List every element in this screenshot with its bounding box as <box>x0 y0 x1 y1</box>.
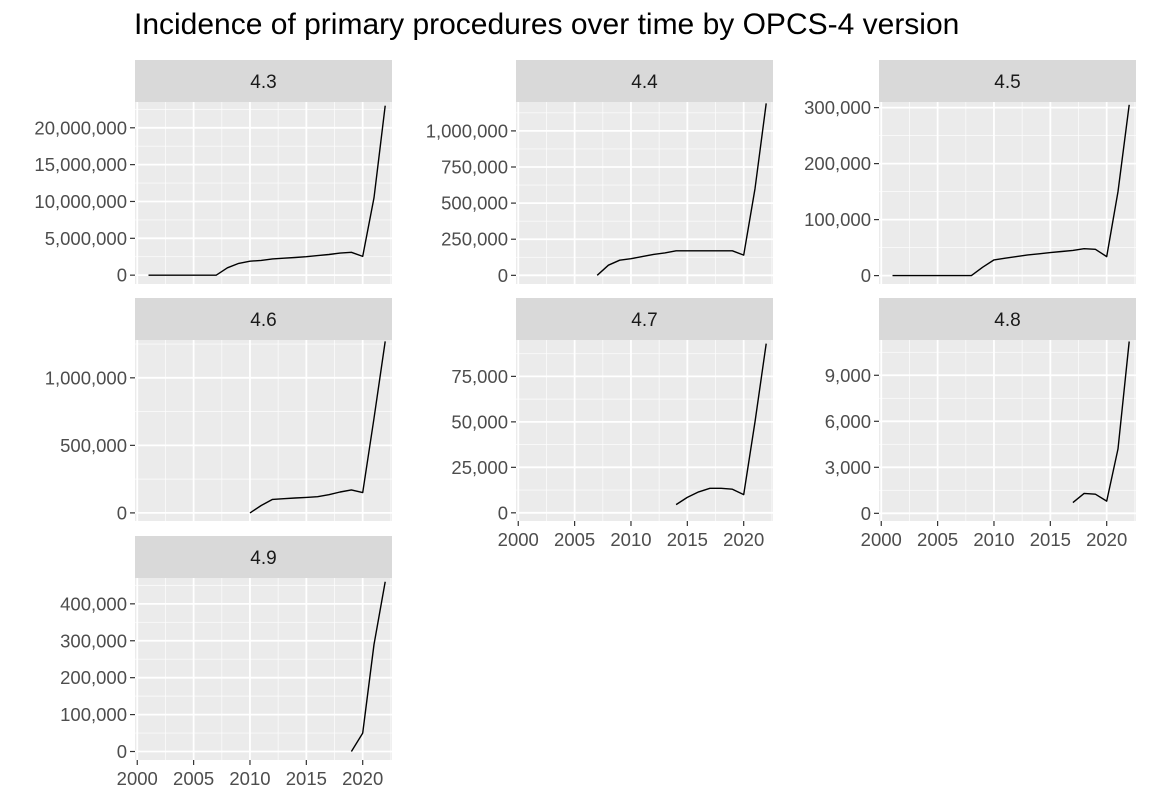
x-tick-label: 2000 <box>117 768 158 789</box>
series-line-4.5 <box>892 104 1130 277</box>
x-tick-label: 2010 <box>973 529 1014 550</box>
y-tick-label: 100,000 <box>60 704 127 725</box>
y-tick-label: 400,000 <box>60 593 127 614</box>
y-tick-label: 10,000,000 <box>34 191 127 212</box>
y-tick-label: 0 <box>861 265 871 286</box>
facet-strip <box>879 60 1136 102</box>
facet-panel-4.7: 4.7 0 25,000 50,000 75,000 2000 2005 2010 2015 20… <box>451 298 773 550</box>
facet-panel-4.6: 4.6 0 500,000 1,000,000 <box>45 298 392 523</box>
facet-strip <box>516 298 773 340</box>
x-tick-label: 2015 <box>1030 529 1071 550</box>
y-tick-label: 250,000 <box>441 229 508 250</box>
y-tick-label: 1,000,000 <box>45 367 127 388</box>
x-tick-label: 2020 <box>342 768 383 789</box>
chart-title: Incidence of primary procedures over tim… <box>134 8 960 41</box>
y-tick-label: 750,000 <box>441 157 508 178</box>
series-line-4.3 <box>148 105 386 276</box>
series-line-4.4 <box>596 103 767 276</box>
x-tick-label: 2015 <box>667 529 708 550</box>
x-tick-label: 2015 <box>286 768 327 789</box>
x-tick-label: 2005 <box>917 529 958 550</box>
y-tick-label: 50,000 <box>451 411 508 432</box>
y-tick-label: 0 <box>117 741 127 762</box>
x-tick-label: 2005 <box>173 768 214 789</box>
series-line-4.8 <box>1072 341 1130 504</box>
y-tick-label: 25,000 <box>451 457 508 478</box>
y-tick-label: 500,000 <box>441 193 508 214</box>
panel-background <box>516 102 773 284</box>
facet-strip <box>879 298 1136 340</box>
facet-strip <box>516 60 773 102</box>
y-tick-label: 20,000,000 <box>34 117 127 138</box>
y-tick-label: 75,000 <box>451 366 508 387</box>
x-tick-label: 2010 <box>610 529 651 550</box>
y-tick-label: 500,000 <box>60 435 127 456</box>
facet-strip <box>135 536 392 578</box>
facet-panel-4.5: 4.5 0 100,000 200,000 300,000 <box>804 60 1136 286</box>
panel-background <box>879 340 1136 521</box>
facet-strip-label: 4.3 <box>250 72 276 93</box>
facet-strip-label: 4.7 <box>631 310 657 331</box>
facet-strip-label: 4.5 <box>994 72 1020 93</box>
y-tick-label: 0 <box>117 265 127 286</box>
facet-panel-4.9: 4.9 0 100,000 200,000 300,000 400,000 2000 2005… <box>60 536 392 789</box>
x-tick-label: 2020 <box>723 529 764 550</box>
panel-background <box>879 102 1136 284</box>
y-tick-label: 0 <box>498 502 508 523</box>
facet-panel-4.4: 4.4 0 250,000 500,000 750,000 1,000,000 <box>426 60 773 286</box>
y-tick-label: 15,000,000 <box>34 154 127 175</box>
y-tick-label: 100,000 <box>804 209 871 230</box>
y-tick-label: 5,000,000 <box>45 228 127 249</box>
y-tick-label: 300,000 <box>804 97 871 118</box>
x-tick-label: 2020 <box>1086 529 1127 550</box>
y-tick-label: 0 <box>117 502 127 523</box>
facet-strip-label: 4.8 <box>994 310 1020 331</box>
y-tick-label: 300,000 <box>60 630 127 651</box>
facet-strip-label: 4.4 <box>631 72 658 93</box>
y-tick-label: 9,000 <box>825 365 871 386</box>
y-tick-label: 200,000 <box>804 153 871 174</box>
y-tick-label: 200,000 <box>60 667 127 688</box>
panel-background <box>516 340 773 521</box>
x-tick-label: 2005 <box>554 529 595 550</box>
y-tick-label: 0 <box>498 265 508 286</box>
facet-strip-label: 4.6 <box>250 310 276 331</box>
series-line-4.9 <box>350 581 386 752</box>
facet-strip <box>135 298 392 340</box>
x-tick-label: 2000 <box>498 529 539 550</box>
panel-background <box>135 578 392 760</box>
facet-strip-label: 4.9 <box>250 548 276 569</box>
x-tick-label: 2010 <box>229 768 270 789</box>
panel-background <box>135 102 392 284</box>
facet-panel-4.3: 4.3 0 5,000,000 10,000,000 15,000,000 20,000,… <box>34 60 392 286</box>
x-tick-label: 2000 <box>861 529 902 550</box>
facet-strip <box>135 60 392 102</box>
series-line-4.7 <box>675 343 767 506</box>
y-tick-label: 3,000 <box>825 457 871 478</box>
y-tick-label: 1,000,000 <box>426 120 508 141</box>
series-line-4.6 <box>249 341 386 514</box>
y-tick-label: 0 <box>861 503 871 524</box>
panel-background <box>135 340 392 521</box>
facet-panel-4.8: 4.8 0 3,000 6,000 9,000 2000 2005 2010 2015 2020 <box>825 298 1136 550</box>
y-tick-label: 6,000 <box>825 411 871 432</box>
